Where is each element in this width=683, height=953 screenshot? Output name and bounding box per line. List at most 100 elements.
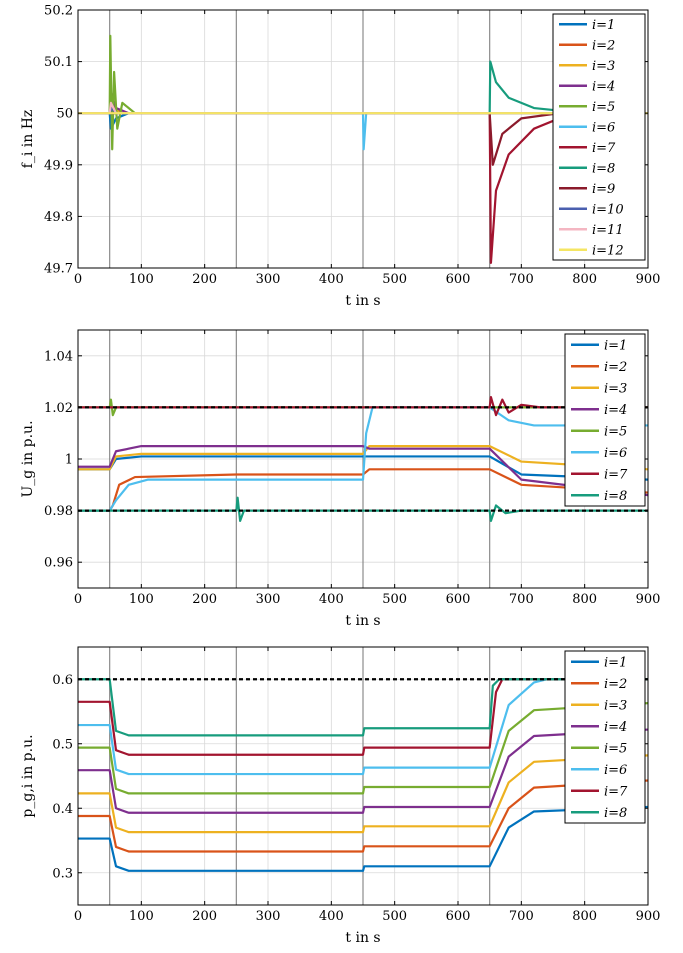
- y-axis-label: p_g,i in p.u.: [20, 734, 36, 817]
- legend: i=1 i=2 i=3 i=4 i=5 i=6 i=7 i=8: [564, 333, 646, 507]
- x-tick-label: 600: [446, 592, 471, 607]
- legend-label: i=1: [604, 338, 627, 353]
- legend-label: i=3: [604, 698, 627, 713]
- x-tick-label: 200: [192, 592, 217, 607]
- x-tick-label: 200: [192, 909, 217, 924]
- y-tick-label: 50.2: [44, 4, 73, 19]
- legend-label: i=8: [592, 161, 615, 176]
- legend: i=1 i=2 i=3 i=4 i=5 i=6 i=7 i=8: [564, 650, 646, 824]
- legend-label: i=10: [592, 202, 624, 217]
- legend-label: i=8: [604, 806, 627, 821]
- series-line-5: [78, 34, 648, 151]
- x-tick-label: 900: [636, 592, 661, 607]
- x-tick-label: 500: [382, 592, 407, 607]
- series-group: [78, 395, 648, 523]
- x-tick-label: 900: [636, 909, 661, 924]
- legend-label: i=5: [604, 741, 627, 756]
- x-tick-label: 500: [382, 909, 407, 924]
- x-tick-label: 600: [446, 272, 471, 287]
- series-line-2: [78, 779, 648, 853]
- x-tick-label: 800: [572, 592, 597, 607]
- legend-label: i=5: [592, 100, 615, 115]
- y-tick-label: 0.98: [44, 504, 73, 519]
- series-line-6: [78, 406, 648, 512]
- y-tick-label: 1.04: [44, 349, 73, 364]
- legend-box: [564, 650, 646, 824]
- series-line-4: [78, 445, 648, 497]
- x-tick-label: 800: [572, 272, 597, 287]
- legend-label: i=4: [604, 403, 627, 418]
- x-tick-label: 100: [129, 592, 154, 607]
- y-tick-label: 0.5: [52, 737, 73, 752]
- legend-label: i=7: [604, 467, 628, 482]
- series-line-8: [78, 678, 648, 737]
- x-tick-label: 300: [256, 592, 281, 607]
- y-tick-label: 50.1: [44, 55, 73, 70]
- legend-label: i=11: [592, 223, 624, 238]
- legend-label: i=8: [604, 489, 627, 504]
- x-tick-label: 500: [382, 272, 407, 287]
- y-tick-label: 0.96: [44, 556, 73, 571]
- voltage-chart: 0 100 200 300 400 500 600 700 800 900 0.96 0.98 1 1.0…: [20, 329, 661, 629]
- y-tick-label: 1.02: [44, 401, 73, 416]
- active-power-chart: 0 100 200 300 400 500 600 700 800 900 0.3 0.4 0.5 0.6…: [20, 646, 661, 946]
- series-line-6: [78, 678, 648, 776]
- series-line-7: [78, 678, 648, 756]
- x-tick-label: 0: [74, 272, 82, 287]
- legend-label: i=6: [604, 446, 627, 461]
- legend-label: i=12: [592, 243, 624, 258]
- x-tick-label: 900: [636, 272, 661, 287]
- series-line-8: [78, 496, 648, 523]
- x-tick-label: 600: [446, 909, 471, 924]
- y-tick-label: 0.3: [52, 866, 73, 881]
- x-tick-label: 700: [509, 909, 534, 924]
- x-axis-label: t in s: [345, 293, 380, 309]
- y-tick-label: 49.9: [44, 158, 73, 173]
- legend-label: i=6: [604, 763, 627, 778]
- y-axis-label: f_i in Hz: [20, 110, 36, 169]
- legend-label: i=3: [592, 59, 615, 74]
- x-tick-label: 700: [509, 592, 534, 607]
- y-tick-label: 1: [65, 453, 73, 468]
- x-axis-label: t in s: [345, 930, 380, 946]
- legend: i=1 i=2 i=3 i=4 i=5 i=6 i=7 i=8 i=9 i=10 i=11 i=12: [552, 13, 646, 261]
- x-tick-label: 300: [256, 909, 281, 924]
- x-tick-label: 400: [319, 909, 344, 924]
- x-tick-label: 800: [572, 909, 597, 924]
- plot-frame: [77, 9, 649, 269]
- x-tick-label: 200: [192, 272, 217, 287]
- x-tick-label: 700: [509, 272, 534, 287]
- legend-label: i=4: [592, 79, 615, 94]
- x-tick-label: 400: [319, 272, 344, 287]
- x-axis-label: t in s: [345, 613, 380, 629]
- series-group: [78, 678, 648, 872]
- y-axis-label: U_g in p.u.: [20, 420, 36, 497]
- series-line-1: [78, 805, 648, 872]
- x-tick-label: 400: [319, 592, 344, 607]
- y-tick-label: 0.4: [52, 802, 73, 817]
- legend-label: i=1: [592, 18, 615, 33]
- y-tick-label: 0.6: [52, 673, 73, 688]
- y-tick-label: 50: [56, 107, 73, 122]
- y-tick-label: 49.8: [44, 210, 73, 225]
- legend-label: i=6: [592, 120, 615, 135]
- legend-label: i=4: [604, 720, 627, 735]
- series-line-3: [78, 445, 648, 471]
- series-line-4: [78, 728, 648, 814]
- legend-label: i=7: [604, 784, 628, 799]
- legend-label: i=7: [592, 141, 616, 156]
- x-tick-label: 100: [129, 272, 154, 287]
- legend-label: i=9: [592, 182, 615, 197]
- x-tick-label: 300: [256, 272, 281, 287]
- legend-label: i=2: [604, 360, 627, 375]
- series-line-3: [78, 754, 648, 834]
- y-tick-label: 49.7: [44, 262, 73, 277]
- legend-box: [564, 333, 646, 507]
- legend-label: i=2: [592, 38, 615, 53]
- series-line-5: [78, 702, 648, 795]
- legend-label: i=2: [604, 677, 627, 692]
- legend-box: [552, 13, 646, 261]
- x-tick-label: 100: [129, 909, 154, 924]
- legend-label: i=1: [604, 655, 627, 670]
